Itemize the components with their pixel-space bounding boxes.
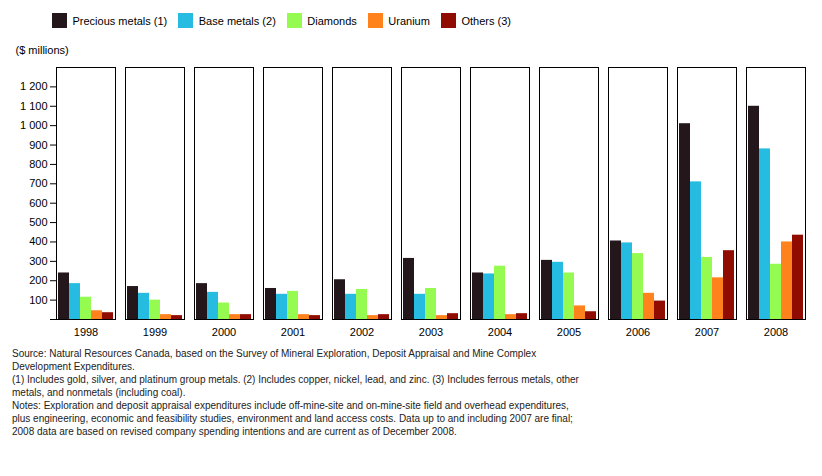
svg-text:1999: 1999 xyxy=(143,326,167,338)
svg-text:2004: 2004 xyxy=(488,326,512,338)
html-text:Development Expenditures.: Development Expenditures. xyxy=(12,360,135,372)
html-text:Others (3): Others (3) xyxy=(461,14,511,27)
svg-text:500: 500 xyxy=(29,216,47,228)
svg-text:300: 300 xyxy=(29,254,47,266)
svg-text:1 100: 1 100 xyxy=(20,99,48,111)
html-text:2008 data are based on revised: 2008 data are based on revised company s… xyxy=(12,425,457,437)
svg-text:2001: 2001 xyxy=(281,326,305,338)
svg-text:1 200: 1 200 xyxy=(20,80,48,92)
svg-text:700: 700 xyxy=(29,177,47,189)
svg-text:2007: 2007 xyxy=(695,326,719,338)
html-text:plus engineering, economic and: plus engineering, economic and feasibili… xyxy=(12,412,573,424)
svg-text:900: 900 xyxy=(29,138,47,150)
html-text:Notes: Exploration and deposit: Notes: Exploration and deposit appraisal… xyxy=(12,399,569,411)
svg-text:2000: 2000 xyxy=(212,326,236,338)
html-text:Diamonds: Diamonds xyxy=(307,14,357,27)
svg-text:200: 200 xyxy=(29,274,47,286)
html-text:metals, and nonmetals (includi: metals, and nonmetals (including coal). xyxy=(12,386,186,398)
svg-text:1 000: 1 000 xyxy=(20,119,48,131)
svg-text:2002: 2002 xyxy=(350,326,374,338)
svg-text:($ millions): ($ millions) xyxy=(16,44,69,56)
html-text:Source: Natural Resources Cana: Source: Natural Resources Canada, based … xyxy=(12,347,537,359)
svg-text:2003: 2003 xyxy=(419,326,443,338)
svg-text:2006: 2006 xyxy=(626,326,650,338)
html-text:Uranium: Uranium xyxy=(388,14,430,27)
html-text:Base metals (2): Base metals (2) xyxy=(198,14,276,27)
svg-text:800: 800 xyxy=(29,157,47,169)
svg-text:2008: 2008 xyxy=(764,326,788,338)
svg-text:100: 100 xyxy=(29,293,47,305)
html-text:Precious metals (1): Precious metals (1) xyxy=(72,14,168,27)
svg-text:2005: 2005 xyxy=(557,326,581,338)
svg-text:600: 600 xyxy=(29,196,47,208)
html-text:(1) Includes gold, silver, and: (1) Includes gold, silver, and platinum … xyxy=(12,373,579,385)
svg-text:1998: 1998 xyxy=(74,326,98,338)
svg-text:400: 400 xyxy=(29,235,47,247)
